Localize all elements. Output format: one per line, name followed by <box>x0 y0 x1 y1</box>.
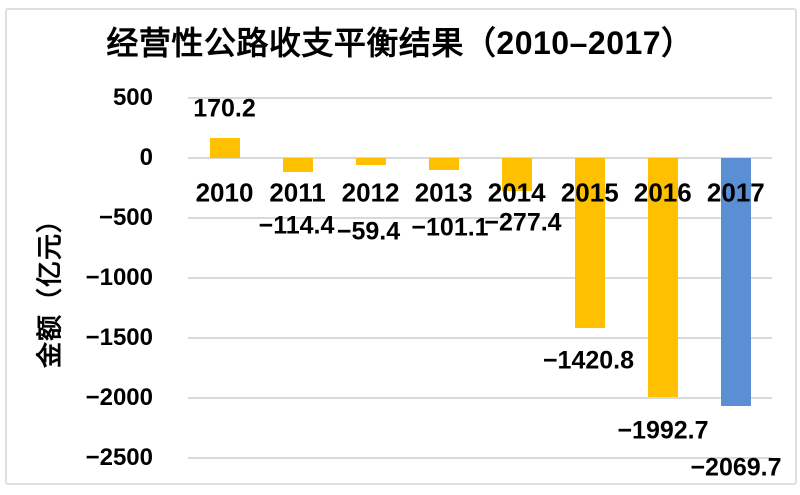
bar-2011 <box>282 158 313 172</box>
x-category-label-2012: 2012 <box>341 177 400 207</box>
data-label-2017: −2069.7 <box>690 453 782 482</box>
data-label-2013: −101.1 <box>411 213 489 242</box>
y-tick-label: −500 <box>98 204 153 231</box>
bar-2012 <box>355 158 386 166</box>
chart-border <box>5 8 797 485</box>
data-label-2012: −59.4 <box>336 217 401 246</box>
chart-title: 经营性公路收支平衡结果（2010–2017） <box>106 25 694 61</box>
bar-2010 <box>209 137 240 158</box>
x-category-label-2011: 2011 <box>269 177 326 207</box>
bar-2014 <box>501 158 532 192</box>
y-axis-title: 金额（亿元） <box>34 205 65 369</box>
y-tick-label: −2000 <box>85 384 153 411</box>
data-label-2014: −277.4 <box>484 208 562 237</box>
x-category-label-2013: 2013 <box>414 177 473 207</box>
x-category-label-2017: 2017 <box>706 177 765 207</box>
x-category-label-2010: 2010 <box>195 177 254 207</box>
x-category-label-2014: 2014 <box>487 177 546 207</box>
bar-2016 <box>647 158 678 398</box>
bar-2015 <box>574 158 605 329</box>
y-tick-label: −1500 <box>85 324 153 351</box>
gridline-−1000 <box>188 277 772 279</box>
y-tick-label: 0 <box>139 144 153 171</box>
gridline-−2000 <box>188 397 772 399</box>
gridline-−1500 <box>188 337 772 339</box>
data-label-2010: 170.2 <box>193 94 256 123</box>
y-tick-label: −2500 <box>85 444 153 471</box>
gridline-500 <box>188 97 772 99</box>
data-label-2015: −1420.8 <box>542 346 635 375</box>
data-label-2011: −114.4 <box>258 211 335 240</box>
y-tick-label: 500 <box>112 84 153 111</box>
bar-2013 <box>428 158 459 171</box>
gridline-−500 <box>188 217 772 219</box>
gridline-−2500 <box>188 457 772 459</box>
y-tick-label: −1000 <box>85 264 153 291</box>
data-label-2016: −1992.7 <box>617 416 709 445</box>
gridline-0 <box>188 157 772 159</box>
x-category-label-2015: 2015 <box>560 177 619 207</box>
x-category-label-2016: 2016 <box>633 177 692 207</box>
bar-2017 <box>720 158 751 407</box>
